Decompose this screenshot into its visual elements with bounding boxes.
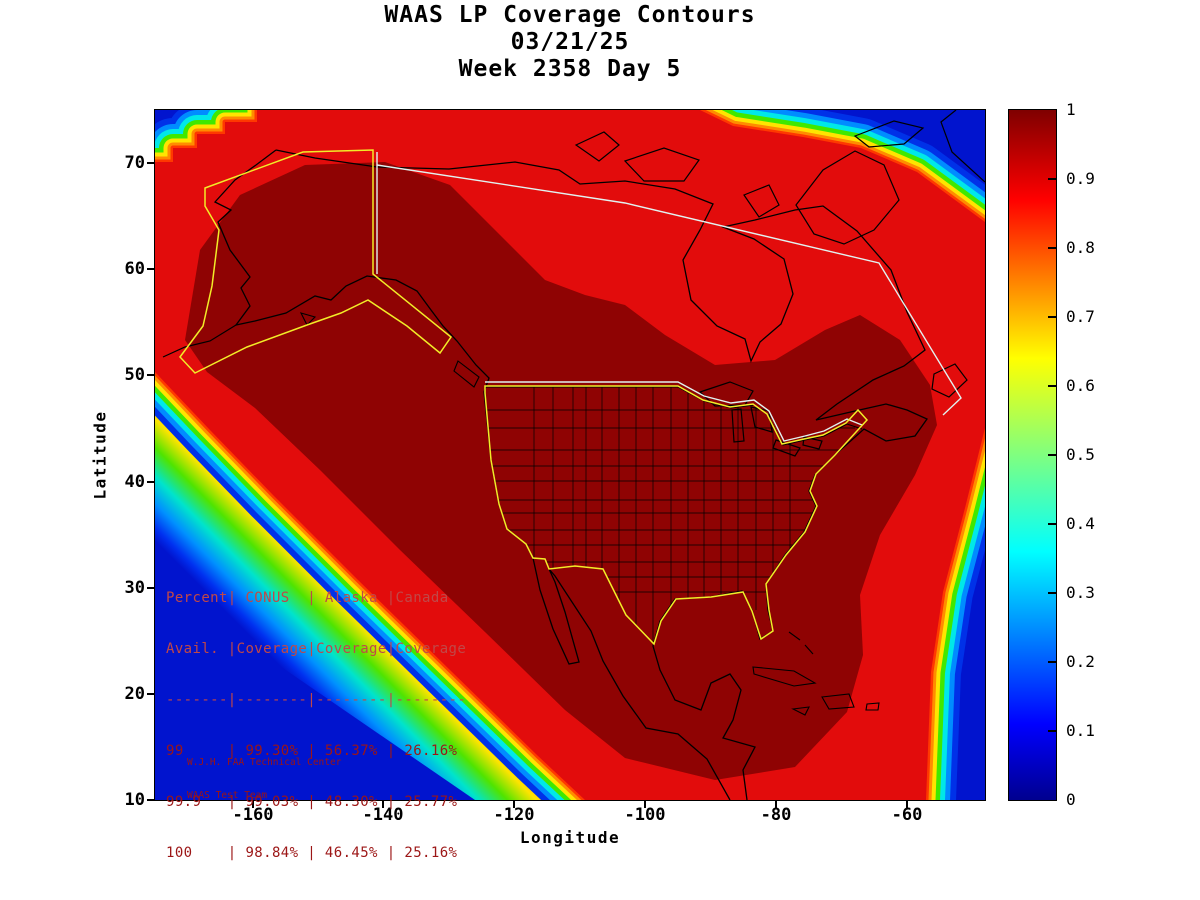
x-tick-label--60: -60 <box>891 805 923 825</box>
stats-data-row-99-9: 99.9 | 99.03% | 48.30% | 25.77% <box>166 794 458 810</box>
colorbar-label-0-5: 0.5 <box>1066 445 1095 464</box>
x-tick-mark <box>513 801 515 808</box>
y-tick-mark <box>147 481 154 483</box>
stats-data-row-100: 100 | 98.84% | 46.45% | 25.16% <box>166 845 458 861</box>
coverage-map-svg <box>125 80 1015 830</box>
stats-header-row-1: Percent| CONUS | Alaska |Canada <box>166 590 449 606</box>
y-tick-mark <box>147 162 154 164</box>
coastline-west <box>213 149 731 801</box>
x-tick-mark <box>382 801 384 808</box>
alaska-region-outline <box>179 149 453 374</box>
colorbar-label-1: 1 <box>1066 100 1076 119</box>
x-tick-mark <box>906 801 908 808</box>
figure-title: WAAS LP Coverage Contours 03/21/25 Week … <box>155 2 985 83</box>
conus-region-outline <box>484 385 869 646</box>
colorbar-label-0-3: 0.3 <box>1066 583 1095 602</box>
x-axis-label: Longitude <box>519 828 621 847</box>
state-border-lines <box>485 386 865 644</box>
coverage-stats-table: Percent| CONUS | Alaska |Canada Avail. |… <box>166 556 466 879</box>
colorbar-tick-mark <box>1048 247 1056 249</box>
canada-region-outline <box>376 152 962 442</box>
x-tick-mark <box>775 801 777 808</box>
x-tick-label--140: -140 <box>362 805 404 825</box>
colorbar-tick-mark <box>1048 316 1056 318</box>
great-lakes <box>698 381 823 457</box>
credits-line-2: WAAS Test Team <box>187 790 268 801</box>
x-tick-label--80: -80 <box>760 805 792 825</box>
x-tick-label--120: -120 <box>493 805 535 825</box>
colorbar-label-0-4: 0.4 <box>1066 514 1095 533</box>
colorbar-label-0-1: 0.1 <box>1066 721 1095 740</box>
stats-data-row-99: 99 | 99.30% | 56.37% | 26.16% <box>166 743 458 759</box>
y-tick-label-50: 50 <box>124 365 145 385</box>
colorbar-label-0-8: 0.8 <box>1066 238 1095 257</box>
caribbean-islands <box>299 312 880 716</box>
stats-header-row-2: Avail. |Coverage|Coverage|Coverage <box>166 641 467 657</box>
colorbar-tick-mark <box>1048 178 1056 180</box>
colorbar-tick-mark <box>1048 385 1056 387</box>
y-tick-label-60: 60 <box>124 259 145 279</box>
y-tick-label-30: 30 <box>124 578 145 598</box>
colorbar-tick-mark <box>1048 661 1056 663</box>
coastline-east <box>275 149 928 801</box>
x-tick-label--160: -160 <box>232 805 274 825</box>
x-tick-mark <box>644 801 646 808</box>
colorbar-label-0-9: 0.9 <box>1066 169 1095 188</box>
colorbar-label-0: 0 <box>1066 790 1076 809</box>
colorbar-label-0-6: 0.6 <box>1066 376 1095 395</box>
stats-separator-row: -------|--------|--------|-------- <box>166 692 467 708</box>
x-tick-mark <box>252 801 254 808</box>
y-tick-label-10: 10 <box>124 790 145 810</box>
credits-line-1: W.J.H. FAA Technical Center <box>187 757 342 768</box>
y-tick-label-20: 20 <box>124 684 145 704</box>
y-tick-mark <box>147 374 154 376</box>
aleutian-islands <box>162 324 237 358</box>
coverage-map-plot <box>125 80 1015 830</box>
y-tick-mark <box>147 799 154 801</box>
y-tick-label-40: 40 <box>124 472 145 492</box>
title-line-3: Week 2358 Day 5 <box>458 56 682 82</box>
coverage-region-darkred <box>185 162 937 780</box>
credits: W.J.H. FAA Technical Center WAAS Test Te… <box>187 735 341 812</box>
title-line-1: WAAS LP Coverage Contours <box>384 2 756 28</box>
colorbar-tick-mark <box>1048 454 1056 456</box>
arctic-islands <box>574 109 986 398</box>
colorbar-label-0-2: 0.2 <box>1066 652 1095 671</box>
colorbar-label-0-7: 0.7 <box>1066 307 1095 326</box>
state-borders <box>485 386 865 644</box>
colorbar-tick-mark <box>1048 523 1056 525</box>
y-tick-mark <box>147 268 154 270</box>
y-tick-mark <box>147 587 154 589</box>
title-line-2: 03/21/25 <box>510 29 630 55</box>
colorbar-tick-mark <box>1048 592 1056 594</box>
x-tick-label--100: -100 <box>624 805 666 825</box>
y-tick-mark <box>147 693 154 695</box>
colorbar-tick-mark <box>1048 730 1056 732</box>
y-tick-label-70: 70 <box>124 153 145 173</box>
